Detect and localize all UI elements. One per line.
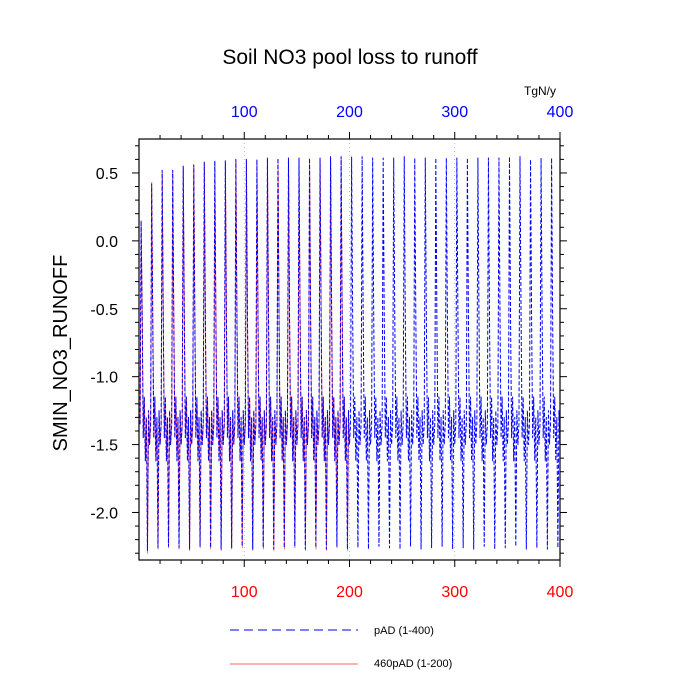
grid-layer <box>243 139 456 560</box>
y-tick-label-1: 0.0 <box>96 234 118 251</box>
plot-frame <box>138 138 561 561</box>
legend-label-pad: pAD (1-400) <box>374 625 434 637</box>
x-tick-label-100: 100 <box>231 584 258 601</box>
top-tick-label-200: 200 <box>336 104 363 121</box>
legend-label-460pad: 460pAD (1-200) <box>374 658 452 670</box>
top-axis-unit: TgN/y <box>524 84 556 98</box>
top-tick-label-100: 100 <box>231 104 258 121</box>
legend: pAD (1-400) 460pAD (1-200) <box>230 625 452 670</box>
x-tick-label-400: 400 <box>547 584 574 601</box>
tick-layer: 100 200 300 400 100 200 300 400 0.5 0.0 -0.5 -1.0 -1… <box>90 104 573 601</box>
chart-title: Soil NO3 pool loss to runoff <box>222 46 477 69</box>
x-tick-label-200: 200 <box>336 584 363 601</box>
top-tick-label-400: 400 <box>547 104 574 121</box>
y-tick-label-2: -0.5 <box>90 302 118 319</box>
y-tick-label-5: -2.0 <box>90 505 118 522</box>
y-tick-label-0: 0.5 <box>96 166 118 183</box>
x-tick-label-300: 300 <box>441 584 468 601</box>
top-tick-label-300: 300 <box>441 104 468 121</box>
y-axis-label: SMIN_NO3_RUNOFF <box>50 255 72 452</box>
y-tick-label-3: -1.0 <box>90 370 118 387</box>
series-line-pad <box>139 156 561 551</box>
y-tick-label-4: -1.5 <box>90 438 118 455</box>
series-layer <box>139 156 561 554</box>
